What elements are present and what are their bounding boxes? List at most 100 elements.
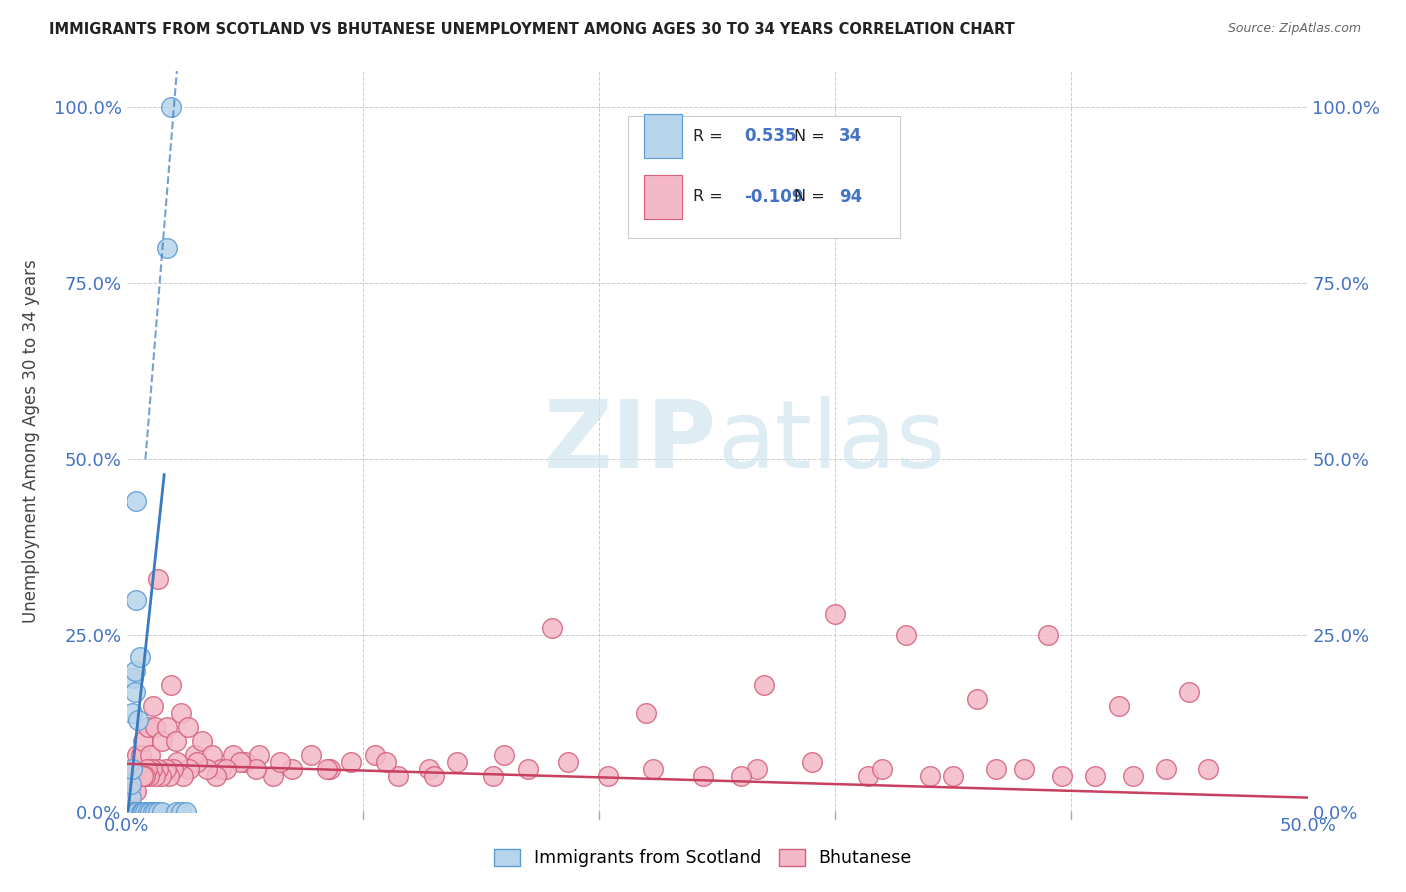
Point (494, 748, 516, 763)
Point (800, 756, 823, 770)
Text: -0.109: -0.109 (744, 188, 804, 206)
Point (120, 805, 142, 819)
Point (872, 763, 894, 777)
Point (118, 805, 141, 819)
Point (150, 734, 173, 748)
Point (136, 805, 159, 819)
Point (754, 678, 776, 692)
Point (824, 607, 846, 622)
Point (1108, 698, 1130, 713)
Point (215, 763, 238, 777)
Point (177, 720, 200, 734)
Point (124, 664, 146, 678)
Point (134, 805, 156, 819)
Point (186, 756, 208, 770)
Point (598, 769, 620, 783)
Point (121, 769, 143, 783)
Point (229, 756, 252, 770)
Point (247, 748, 270, 763)
Point (200, 748, 222, 763)
Legend: Immigrants from Scotland, Bhutanese: Immigrants from Scotland, Bhutanese (486, 842, 920, 874)
Point (205, 769, 228, 783)
Point (1122, 769, 1144, 783)
Point (146, 763, 169, 777)
Point (165, 734, 187, 748)
Point (966, 692, 988, 706)
Point (127, 805, 149, 819)
Point (540, 621, 562, 635)
Point (129, 805, 152, 819)
Point (132, 769, 155, 783)
Point (124, 593, 146, 607)
Point (117, 805, 139, 819)
Point (222, 748, 245, 763)
Point (942, 769, 965, 783)
Point (124, 763, 146, 777)
Point (1197, 763, 1219, 777)
Point (143, 720, 166, 734)
Point (166, 756, 188, 770)
Point (422, 769, 444, 783)
Point (195, 763, 218, 777)
Point (120, 790, 142, 805)
Text: IMMIGRANTS FROM SCOTLAND VS BHUTANESE UNEMPLOYMENT AMONG AGES 30 TO 34 YEARS COR: IMMIGRANTS FROM SCOTLAND VS BHUTANESE UN… (49, 22, 1015, 37)
Point (136, 720, 159, 734)
Point (125, 494, 148, 508)
Point (141, 763, 163, 777)
Point (125, 783, 148, 797)
Point (131, 805, 153, 819)
Text: R =: R = (693, 128, 728, 144)
Point (118, 805, 141, 819)
Point (340, 756, 363, 770)
Point (121, 706, 143, 720)
Point (143, 805, 166, 819)
Point (121, 763, 143, 777)
Point (446, 756, 468, 770)
Point (122, 805, 145, 819)
Point (160, 100, 183, 114)
Point (1050, 769, 1073, 783)
Text: atlas: atlas (717, 395, 945, 488)
Point (918, 769, 941, 783)
Point (143, 769, 166, 783)
Point (262, 769, 284, 783)
Point (150, 805, 173, 819)
Point (299, 748, 322, 763)
Point (122, 671, 145, 685)
Point (747, 763, 769, 777)
Point (155, 763, 177, 777)
Point (118, 805, 141, 819)
FancyBboxPatch shape (644, 175, 682, 219)
Point (127, 713, 149, 727)
Point (170, 706, 193, 720)
Point (135, 763, 157, 777)
Point (139, 805, 162, 819)
Point (174, 805, 197, 819)
Point (418, 763, 440, 777)
Text: 34: 34 (839, 128, 862, 145)
Point (517, 763, 540, 777)
FancyBboxPatch shape (644, 114, 682, 158)
Point (141, 698, 163, 713)
Point (643, 763, 665, 777)
Point (127, 805, 149, 819)
Text: Source: ZipAtlas.com: Source: ZipAtlas.com (1227, 22, 1361, 36)
Point (858, 769, 880, 783)
Point (148, 805, 170, 819)
Point (233, 756, 256, 770)
Point (122, 805, 145, 819)
Point (375, 756, 398, 770)
Text: ZIP: ZIP (544, 395, 717, 488)
Point (316, 763, 339, 777)
Text: R =: R = (693, 189, 728, 204)
Point (318, 763, 340, 777)
Point (129, 748, 152, 763)
Point (165, 805, 187, 819)
Point (124, 685, 146, 699)
Point (1036, 628, 1059, 642)
Point (692, 769, 714, 783)
Point (134, 769, 156, 783)
FancyBboxPatch shape (628, 116, 900, 238)
Point (481, 769, 503, 783)
Point (150, 769, 173, 783)
